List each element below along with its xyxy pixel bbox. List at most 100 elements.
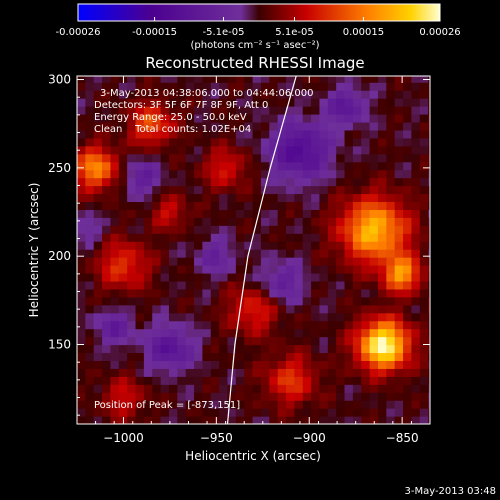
heatmap-cell (219, 201, 229, 210)
heatmap-cell (369, 217, 379, 226)
heatmap-cell (135, 177, 145, 187)
heatmap-cell (118, 296, 128, 306)
heatmap-cell (327, 360, 337, 369)
heatmap-cell (160, 217, 170, 226)
heatmap-cell (194, 121, 204, 131)
heatmap-cell (110, 217, 120, 226)
heatmap-cell (118, 185, 128, 195)
heatmap-cell (185, 249, 195, 258)
heatmap-cell (386, 265, 396, 274)
heatmap-cell (361, 129, 371, 139)
heatmap-cell (411, 129, 421, 139)
heatmap-cell (294, 217, 304, 226)
heatmap-cell (286, 328, 295, 338)
heatmap-cell (127, 129, 137, 139)
heatmap-cell (411, 288, 421, 298)
heatmap-cell (411, 185, 421, 195)
heatmap-cell (202, 137, 212, 147)
heatmap-cell (419, 265, 429, 274)
heatmap-cell (227, 265, 237, 274)
heatmap-cell (411, 121, 421, 131)
heatmap-cell (369, 90, 379, 99)
heatmap-cell (177, 288, 187, 298)
heatmap-cell (185, 225, 195, 234)
heatmap-cell (336, 209, 346, 218)
heatmap-cell (143, 288, 153, 298)
heatmap-cell (252, 257, 262, 266)
heatmap-cell (352, 392, 362, 401)
heatmap-cell (210, 344, 220, 354)
heatmap-cell (202, 265, 212, 274)
heatmap-cell (344, 368, 354, 377)
heatmap-cell (168, 82, 178, 91)
heatmap-cell (185, 129, 195, 139)
heatmap-cell (219, 153, 229, 163)
heatmap-cell (302, 376, 312, 385)
heatmap-cell (336, 280, 346, 290)
heatmap-cell (336, 82, 346, 91)
heatmap-cell (77, 241, 86, 250)
heatmap-cell (168, 249, 178, 258)
heatmap-cell (369, 312, 379, 322)
heatmap-cell (227, 145, 237, 155)
heatmap-cell (135, 280, 145, 290)
heatmap-cell (260, 201, 270, 210)
heatmap-cell (394, 280, 404, 290)
heatmap-cell (102, 304, 112, 314)
heatmap-cell (110, 344, 120, 354)
heatmap-cell (361, 360, 371, 369)
heatmap-cell (202, 384, 212, 393)
heatmap-cell (194, 137, 204, 147)
heatmap-cell (344, 416, 354, 424)
heatmap-cell (177, 241, 187, 250)
heatmap-cell (352, 145, 362, 155)
heatmap-cell (235, 185, 245, 195)
heatmap-cell (369, 201, 379, 210)
heatmap-cell (110, 265, 120, 274)
heatmap-cell (219, 368, 229, 377)
heatmap-cell (327, 169, 337, 179)
heatmap-cell (428, 217, 430, 226)
heatmap-cell (419, 193, 429, 203)
heatmap-cell (428, 121, 430, 131)
heatmap-cell (194, 265, 204, 274)
heatmap-cell (269, 209, 279, 218)
heatmap-cell (327, 392, 337, 401)
heatmap-cell (202, 82, 212, 91)
heatmap-cell (235, 145, 245, 155)
heatmap-cell (127, 113, 137, 123)
heatmap-cell (336, 265, 346, 274)
heatmap-cell (319, 249, 329, 258)
heatmap-cell (168, 265, 178, 274)
heatmap-cell (118, 336, 128, 346)
heatmap-cell (102, 384, 112, 393)
heatmap-cell (110, 137, 120, 147)
heatmap-cell (168, 376, 178, 385)
heatmap-cell (110, 376, 120, 385)
heatmap-cell (352, 129, 362, 139)
heatmap-cell (102, 106, 112, 115)
heatmap-cell (235, 392, 245, 401)
heatmap-cell (352, 90, 362, 99)
heatmap-cell (269, 201, 279, 210)
heatmap-cell (135, 360, 145, 369)
heatmap-cell (419, 249, 429, 258)
heatmap-cell (152, 113, 162, 123)
heatmap-cell (110, 113, 120, 123)
heatmap-cell (135, 233, 145, 242)
heatmap-cell (152, 145, 162, 155)
heatmap-cell (419, 408, 429, 417)
heatmap-cell (210, 233, 220, 242)
heatmap-cell (177, 368, 187, 377)
heatmap-cell (336, 344, 346, 354)
heatmap-cell (135, 225, 145, 234)
heatmap-cell (352, 368, 362, 377)
heatmap-cell (394, 137, 404, 147)
heatmap-cell (143, 344, 153, 354)
heatmap-cell (277, 288, 287, 298)
heatmap-cell (177, 249, 187, 258)
heatmap-cell (428, 296, 430, 306)
heatmap-cell (110, 177, 120, 187)
heatmap-cell (344, 225, 354, 234)
heatmap-cell (269, 272, 279, 282)
